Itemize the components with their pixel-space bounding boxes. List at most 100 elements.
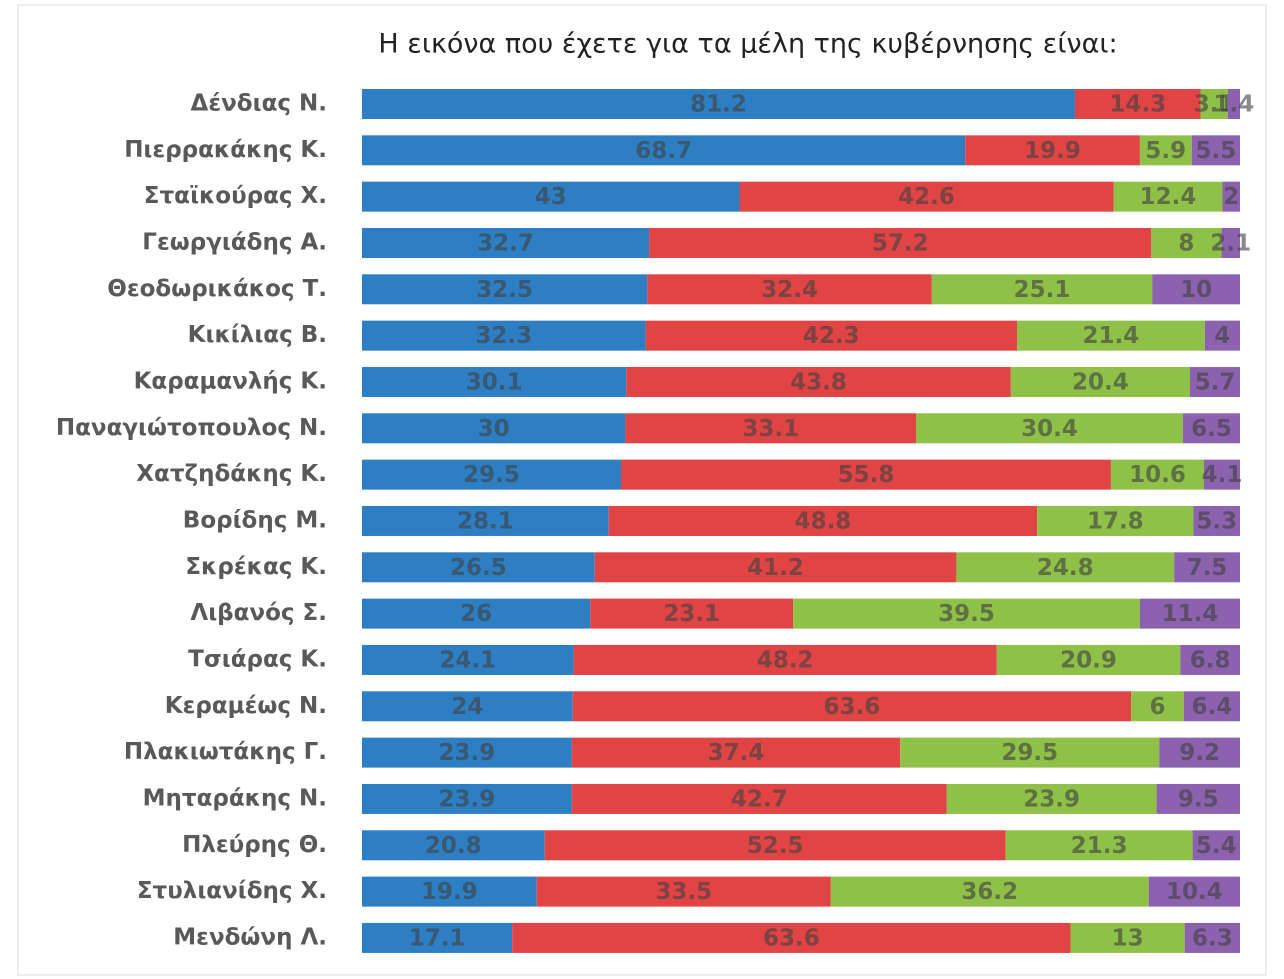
bar-segment <box>621 459 1111 490</box>
bar-segment <box>1005 830 1193 861</box>
bar-segment <box>362 135 966 166</box>
value-label: 32.3 <box>475 323 532 349</box>
value-label: 10 <box>1180 277 1212 303</box>
bar-segment <box>573 644 997 675</box>
bar-segment <box>362 876 537 907</box>
value-label: 9.5 <box>1178 786 1219 812</box>
value-label: 2.1 <box>1210 230 1251 256</box>
value-label: 42.6 <box>898 184 955 210</box>
category-label: Μενδώνη Λ. <box>173 924 327 950</box>
value-label: 42.7 <box>731 786 788 812</box>
value-label: 24.1 <box>439 647 496 673</box>
value-label: 7.5 <box>1187 555 1228 581</box>
category-label: Πλεύρης Θ. <box>182 832 327 858</box>
bar-segment <box>1183 691 1240 722</box>
value-label: 6.3 <box>1192 925 1233 951</box>
value-label: 20.8 <box>425 833 482 859</box>
value-label: 30.4 <box>1021 416 1078 442</box>
value-label: 6.8 <box>1190 647 1231 673</box>
value-label: 2 <box>1223 184 1239 210</box>
value-label: 20.4 <box>1072 369 1129 395</box>
category-label: Γεωργιάδης Α. <box>142 229 327 255</box>
bar-segment <box>1131 691 1184 722</box>
bar-segment <box>362 89 1075 119</box>
value-label: 4.1 <box>1202 462 1243 488</box>
value-label: 43 <box>535 184 567 210</box>
bar-segment <box>1110 459 1205 490</box>
value-label: 24 <box>451 694 483 720</box>
value-label: 5.7 <box>1195 369 1236 395</box>
value-label: 10.6 <box>1129 462 1186 488</box>
value-label: 48.8 <box>795 508 852 534</box>
bar-segment <box>1010 366 1190 397</box>
value-label: 32.5 <box>476 277 533 303</box>
value-label: 43.8 <box>790 369 847 395</box>
value-label: 57.2 <box>872 230 929 256</box>
bar-segment <box>1221 227 1240 258</box>
bar-segment <box>1174 552 1240 583</box>
bar-segment <box>590 598 794 629</box>
value-label: 14.3 <box>1109 92 1166 118</box>
bar-segment <box>1152 274 1240 305</box>
bar-segment <box>362 227 650 258</box>
bar-segment <box>362 181 740 212</box>
category-label: Πιερρακάκης Κ. <box>124 137 327 163</box>
category-label: Βορίδης Μ. <box>183 507 327 533</box>
bar-segment <box>362 922 513 953</box>
bar-segment <box>900 737 1160 768</box>
value-label: 17.1 <box>409 925 466 951</box>
bar-segment <box>1148 876 1240 907</box>
value-label: 8 <box>1178 230 1194 256</box>
bar-segment <box>1139 598 1240 629</box>
bar-segment <box>1180 644 1240 675</box>
category-label: Λιβανός Σ. <box>190 600 327 626</box>
value-label: 63.6 <box>824 694 881 720</box>
value-label: 6.4 <box>1192 694 1233 720</box>
category-label: Κικίλιας Β. <box>188 322 327 348</box>
value-label: 41.2 <box>747 555 804 581</box>
category-label: Κεραμέως Ν. <box>165 693 327 719</box>
bar-segment <box>626 366 1011 397</box>
bar-segment <box>544 830 1006 861</box>
value-label: 13 <box>1112 925 1144 951</box>
category-label: Πλακιωτάκης Γ. <box>124 739 327 765</box>
bar-segment <box>362 691 573 722</box>
value-label: 63.6 <box>763 925 820 951</box>
value-label: 17.8 <box>1087 508 1144 534</box>
bar-segment <box>649 227 1152 258</box>
value-label: 5.4 <box>1196 833 1237 859</box>
value-label: 5.9 <box>1145 138 1186 164</box>
value-label: 11.4 <box>1162 601 1219 627</box>
bar-segment <box>625 413 917 444</box>
category-label: Σκρέκας Κ. <box>185 554 327 580</box>
value-label: 25.1 <box>1014 277 1071 303</box>
value-label: 30.1 <box>466 369 523 395</box>
bar-segment <box>1227 89 1240 119</box>
bar-segment <box>1113 181 1223 212</box>
bar-segment <box>362 320 646 351</box>
value-label: 24.8 <box>1037 555 1094 581</box>
value-label: 4 <box>1214 323 1230 349</box>
bar-segment <box>965 135 1140 166</box>
bar-segment <box>647 274 932 305</box>
bar-segment <box>362 552 595 583</box>
value-label: 23.9 <box>1023 786 1080 812</box>
value-label: 1.4 <box>1213 92 1254 118</box>
bar-segment <box>1070 922 1185 953</box>
bar-segment <box>362 737 572 768</box>
category-label: Καραμανλής Κ. <box>134 368 327 394</box>
category-label: Τσιάρας Κ. <box>188 646 327 672</box>
bar-segment <box>1139 135 1192 166</box>
bar-segment <box>996 644 1181 675</box>
category-label: Σταϊκούρας Χ. <box>144 183 327 209</box>
category-label: Δένδιας Ν. <box>191 91 327 117</box>
value-label: 6.5 <box>1191 416 1232 442</box>
category-label: Χατζηδάκης Κ. <box>136 461 327 487</box>
value-label: 21.4 <box>1083 323 1140 349</box>
bar-segment <box>536 876 831 907</box>
bar-segment <box>1151 227 1222 258</box>
value-label: 3.1 <box>1194 92 1235 118</box>
bar-segment <box>1192 830 1240 861</box>
value-label: 32.7 <box>477 230 534 256</box>
